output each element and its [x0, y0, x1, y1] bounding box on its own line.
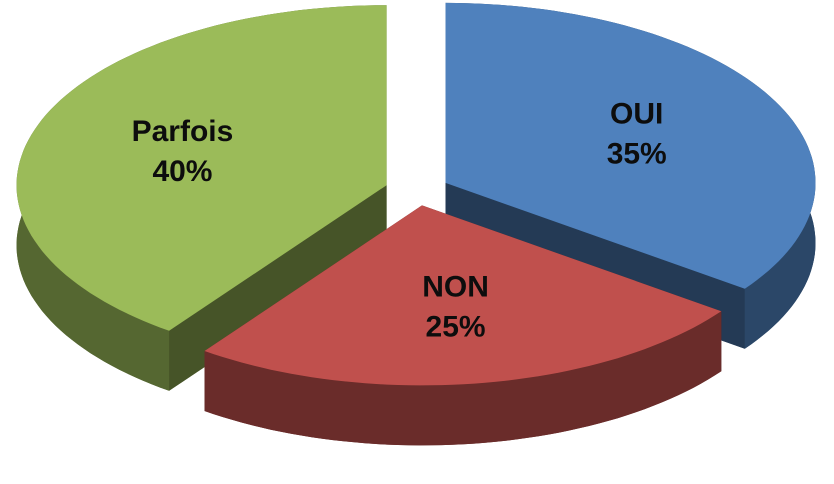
- slice-value-label: 25%: [426, 310, 486, 343]
- slice-outer-wall: [204, 311, 722, 446]
- slice: [445, 2, 816, 289]
- slice-label: NON: [422, 270, 489, 303]
- slice: [204, 205, 722, 386]
- slice-label: OUI: [610, 97, 663, 130]
- slice: [204, 205, 722, 446]
- slice-value-label: 40%: [152, 155, 212, 188]
- slice-label: Parfois: [132, 115, 234, 148]
- slice-value-label: 35%: [607, 137, 667, 170]
- slice: [16, 5, 387, 331]
